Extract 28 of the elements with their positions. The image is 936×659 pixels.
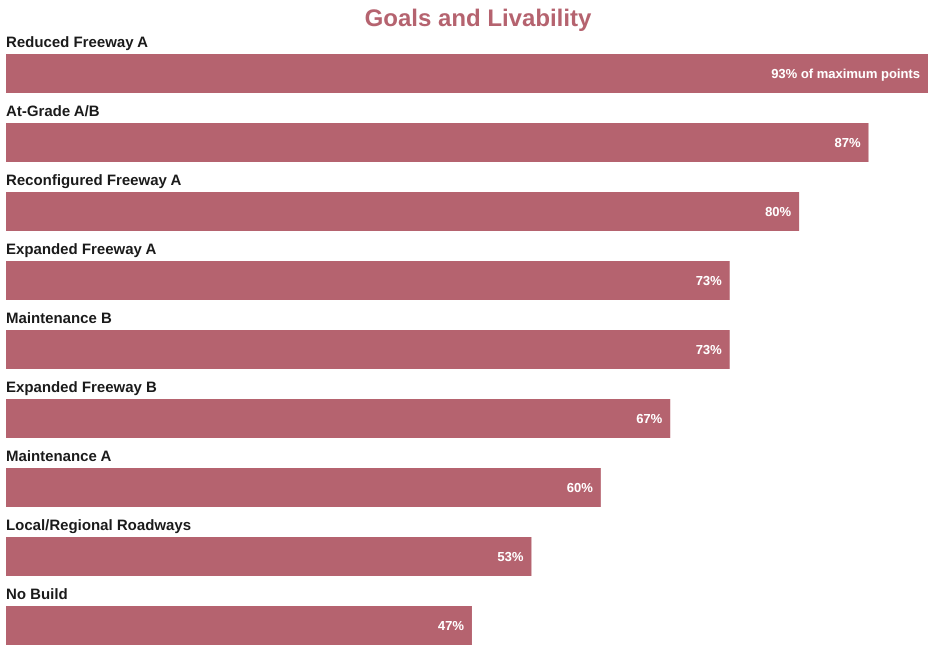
y-tick-label: Expanded Freeway A	[6, 241, 156, 258]
data-label: 60%	[566, 480, 594, 496]
chart-title: Goals and Livability	[364, 5, 592, 32]
data-label: 47%	[438, 618, 464, 634]
bar	[6, 537, 532, 576]
bar	[6, 330, 730, 369]
y-tick-label: No Build	[6, 586, 68, 603]
y-tick-label: Local/Regional Roadways	[6, 517, 192, 534]
bar	[6, 606, 472, 645]
y-tick-label: Reconfigured Freeway A	[6, 172, 182, 189]
bar	[6, 399, 670, 438]
bar	[6, 468, 601, 507]
data-label: 80%	[765, 204, 792, 220]
data-label: 53%	[497, 549, 524, 564]
data-label: 73%	[696, 273, 722, 288]
y-tick-label: Maintenance B	[6, 310, 112, 327]
y-tick-label: Maintenance A	[6, 448, 112, 465]
data-label: 67%	[636, 411, 663, 426]
bar	[6, 123, 869, 162]
data-label: 87%	[834, 135, 861, 150]
bar	[6, 54, 928, 93]
bar	[6, 192, 800, 231]
data-label: 73%	[696, 342, 722, 358]
data-label: 93% of maximum points	[771, 66, 920, 82]
y-tick-label: Expanded Freeway B	[6, 379, 158, 396]
y-tick-label: At-Grade A/B	[6, 103, 100, 120]
bar	[6, 261, 730, 300]
y-tick-label: Reduced Freeway A	[6, 34, 148, 51]
